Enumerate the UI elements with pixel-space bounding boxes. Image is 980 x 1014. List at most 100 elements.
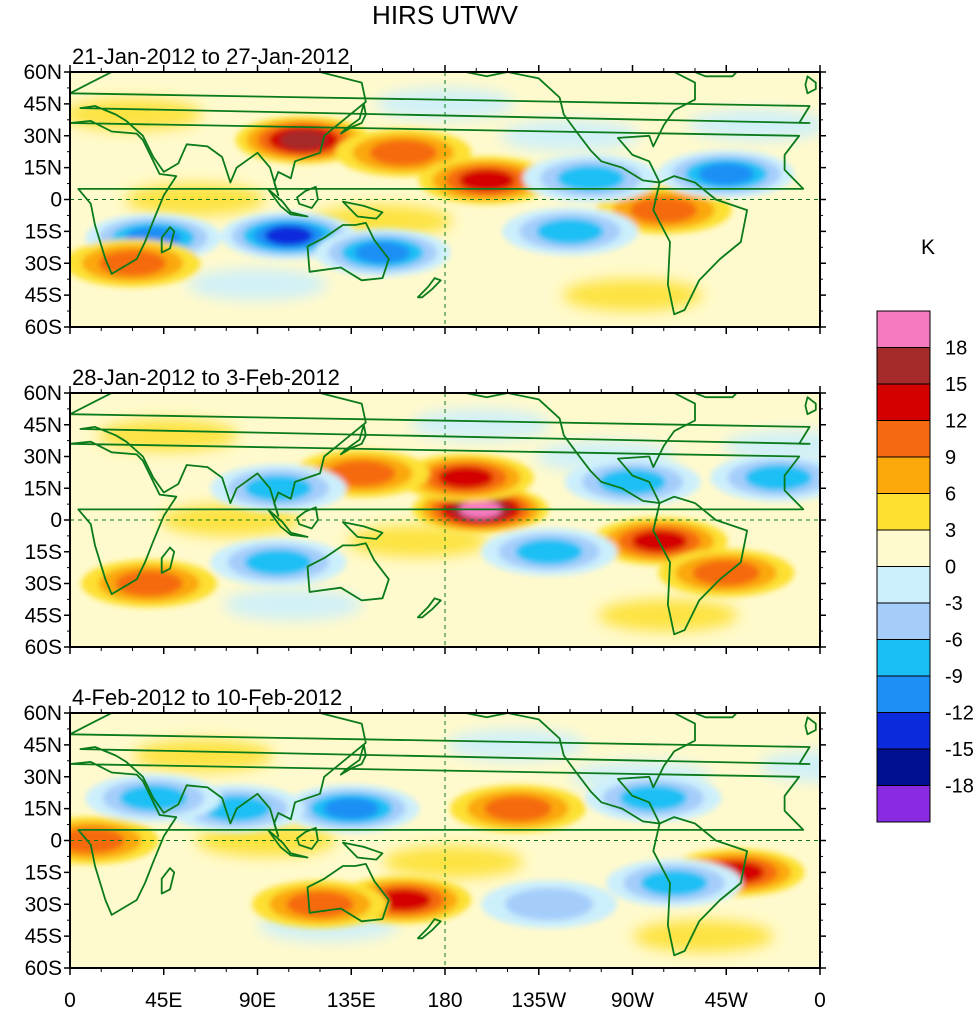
coastline-9 bbox=[339, 103, 367, 135]
colorbar-label: -12 bbox=[945, 703, 974, 725]
anomaly-0-level-15 bbox=[279, 130, 328, 150]
anomaly-10-level-9 bbox=[98, 250, 167, 277]
colorbar-box-0 bbox=[876, 310, 931, 348]
anomaly-8-level--12 bbox=[698, 163, 754, 185]
band-0 bbox=[97, 419, 238, 452]
band-4 bbox=[758, 750, 820, 783]
x-tick-label: 90W bbox=[611, 989, 654, 1012]
band-3 bbox=[633, 920, 774, 953]
colorbar-box-7 bbox=[876, 566, 931, 604]
y-tick-label: 30S bbox=[25, 573, 62, 596]
band-2 bbox=[445, 728, 586, 761]
y-tick-label: 45N bbox=[23, 93, 62, 116]
coastline-11 bbox=[694, 72, 738, 78]
y-tick-label: 60N bbox=[23, 702, 62, 725]
colorbar-label: 0 bbox=[945, 557, 956, 579]
coastline-5 bbox=[160, 226, 176, 254]
coastline-7 bbox=[267, 508, 309, 538]
anomaly-7-level--9 bbox=[536, 218, 604, 245]
band-5 bbox=[125, 183, 265, 216]
anomaly-field bbox=[70, 713, 820, 968]
colorbar-box-8 bbox=[876, 602, 931, 640]
colorbar-label: 6 bbox=[945, 484, 956, 506]
y-tick-label: 60S bbox=[25, 316, 62, 339]
coastline-6 bbox=[296, 185, 319, 209]
coastline-7 bbox=[267, 188, 309, 218]
band-0 bbox=[133, 739, 274, 772]
anomaly-1-level-12 bbox=[375, 889, 431, 911]
x-tick-label: 90E bbox=[239, 989, 276, 1012]
colorbar-label: -3 bbox=[945, 593, 963, 615]
coastline-0 bbox=[70, 120, 805, 275]
y-tick-label: 15N bbox=[23, 157, 62, 180]
y-tick-label: 45S bbox=[25, 604, 62, 627]
x-tick-label: 180 bbox=[427, 989, 462, 1012]
anomaly-7-level--9 bbox=[640, 870, 708, 896]
coastline-2 bbox=[306, 222, 390, 282]
coastline-4 bbox=[652, 175, 748, 316]
coastline-6 bbox=[296, 826, 319, 850]
coastline-0 bbox=[70, 761, 805, 916]
band-4 bbox=[687, 109, 820, 142]
map-panel-2: 60N 45N 30N 15N 0 15S 30S 45S 60S 28-Jan-2012 to … bbox=[23, 365, 826, 659]
anomaly-3-level-9 bbox=[630, 197, 698, 224]
y-tick-label: 15S bbox=[25, 220, 62, 243]
colorbar-label: 18 bbox=[945, 338, 967, 360]
anomaly-10-level--6 bbox=[505, 887, 594, 921]
coastline-9 bbox=[339, 744, 367, 776]
coastlines bbox=[70, 72, 817, 316]
band-4 bbox=[722, 429, 820, 462]
band-3 bbox=[597, 599, 738, 632]
colorbar: K 18 15 12 9 6 3 0 -3 -6 -9 -12 -15 -18 bbox=[876, 236, 974, 823]
y-tick-label: 45S bbox=[25, 284, 62, 307]
colorbar-label: -6 bbox=[945, 630, 963, 652]
colorbar-label: 12 bbox=[945, 411, 967, 433]
colorbar-box-9 bbox=[876, 639, 931, 677]
y-tick-label: 45N bbox=[23, 734, 62, 757]
colorbar-box-10 bbox=[876, 675, 931, 713]
anomaly-6-level--12 bbox=[354, 241, 411, 264]
coastline-5 bbox=[160, 546, 176, 574]
colorbar-box-6 bbox=[876, 529, 931, 567]
x-tick-label: 0 bbox=[814, 989, 826, 1012]
colorbar-label: 9 bbox=[945, 447, 956, 469]
band-1 bbox=[187, 268, 328, 301]
coastline-11 bbox=[694, 713, 738, 719]
y-tick-label: 0 bbox=[50, 509, 62, 532]
coastline-12 bbox=[804, 716, 817, 736]
colorbar-label: -15 bbox=[945, 739, 974, 761]
coastline-10 bbox=[417, 597, 442, 619]
colorbar-box-2 bbox=[876, 383, 931, 421]
colorbar-box-11 bbox=[876, 712, 931, 750]
coastline-8 bbox=[342, 200, 384, 220]
y-tick-label: 0 bbox=[50, 830, 62, 853]
coastline-7 bbox=[267, 829, 309, 859]
colorbar-units: K bbox=[921, 236, 935, 259]
x-tick-label: 135W bbox=[511, 989, 566, 1012]
y-tick-label: 15N bbox=[23, 798, 62, 821]
y-tick-label: 30S bbox=[25, 252, 62, 275]
anomaly-7-level--9 bbox=[598, 469, 667, 495]
coastline-11 bbox=[694, 393, 738, 399]
coastline-2 bbox=[306, 542, 390, 602]
anomaly-9-level--9 bbox=[557, 165, 625, 192]
x-tick-label: 45W bbox=[705, 989, 748, 1012]
anomaly-0-level-9 bbox=[484, 795, 552, 822]
coastline-6 bbox=[296, 506, 319, 530]
colorbar-box-5 bbox=[876, 493, 931, 531]
coastline-10 bbox=[417, 277, 442, 299]
band-2 bbox=[410, 408, 551, 441]
coastline-4 bbox=[652, 816, 748, 957]
coastline-1 bbox=[70, 72, 811, 197]
anomaly-2-level-9 bbox=[328, 460, 396, 487]
x-axis: 0 45E 90E 135E 180 135W 90W 45W 0 bbox=[64, 989, 826, 1012]
coastlines bbox=[70, 393, 817, 636]
y-tick-label: 0 bbox=[50, 189, 62, 212]
panel-title: 21-Jan-2012 to 27-Jan-2012 bbox=[72, 44, 350, 69]
anomaly-5-level--9 bbox=[244, 549, 312, 576]
anomaly-5-level--9 bbox=[619, 785, 687, 811]
y-tick-label: 15S bbox=[25, 861, 62, 884]
coastline-12 bbox=[804, 396, 817, 416]
band-3 bbox=[562, 279, 703, 312]
